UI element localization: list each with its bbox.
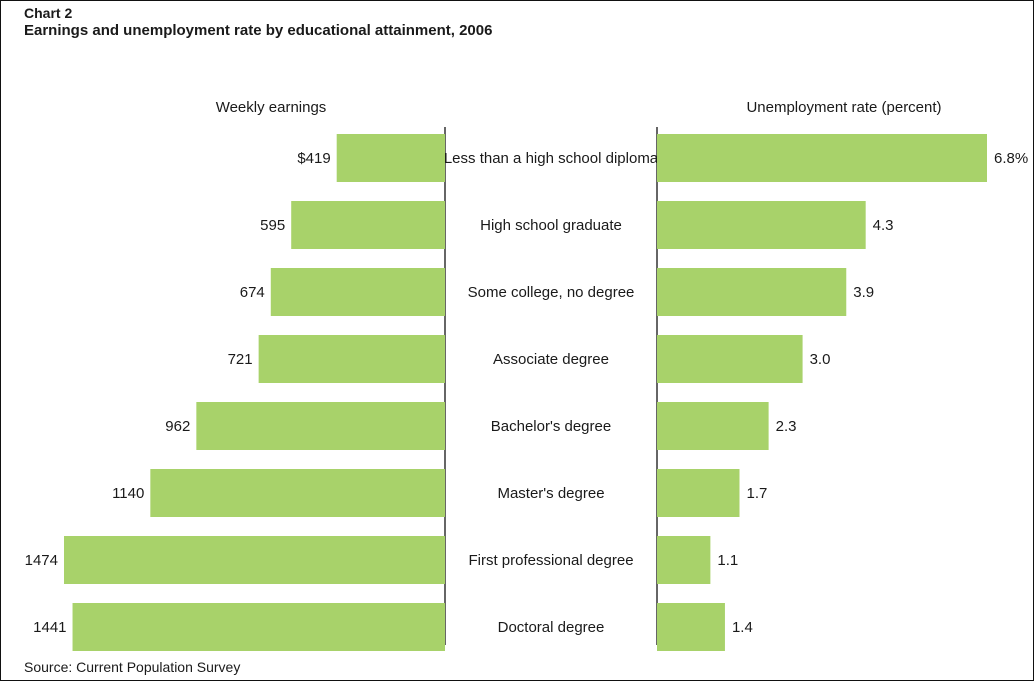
unemployment-value-label: 4.3	[873, 217, 894, 234]
category-label: First professional degree	[468, 552, 633, 569]
earnings-bar	[72, 603, 446, 651]
unemployment-bar	[657, 402, 769, 450]
category-label: Some college, no degree	[468, 284, 635, 301]
category-label: Bachelor's degree	[491, 418, 611, 435]
earnings-value-label: 721	[228, 351, 253, 368]
source-note: Source: Current Population Survey	[24, 659, 241, 675]
unemployment-bar	[657, 469, 740, 517]
earnings-bar	[336, 134, 445, 182]
earnings-bar	[270, 268, 445, 316]
earnings-value-label: 595	[260, 217, 285, 234]
unemployment-value-label: 3.9	[853, 284, 874, 301]
earnings-bar	[150, 469, 445, 517]
earnings-bar	[258, 335, 445, 383]
unemployment-value-label: 3.0	[810, 351, 831, 368]
earnings-value-label: 962	[165, 418, 190, 435]
earnings-value-label: 674	[240, 284, 265, 301]
earnings-bar	[64, 536, 445, 584]
unemployment-bar	[657, 536, 711, 584]
earnings-panel-title: Weekly earnings	[216, 99, 327, 116]
unemployment-bar	[657, 335, 803, 383]
earnings-value-label: 1140	[112, 485, 144, 502]
unemployment-value-label: 6.8%	[994, 150, 1028, 167]
category-label: High school graduate	[480, 217, 622, 234]
category-label: Associate degree	[493, 351, 609, 368]
unemployment-value-label: 2.3	[776, 418, 797, 435]
unemployment-bar	[657, 603, 725, 651]
category-label: Less than a high school diploma	[444, 150, 659, 167]
category-label: Master's degree	[497, 485, 604, 502]
unemployment-value-label: 1.1	[717, 552, 738, 569]
category-label: Doctoral degree	[498, 619, 605, 636]
earnings-value-label: $419	[297, 150, 330, 167]
earnings-bar	[291, 201, 445, 249]
chart-number-label: Chart 2	[24, 5, 73, 21]
unemployment-value-label: 1.4	[732, 619, 753, 636]
unemployment-panel-title: Unemployment rate (percent)	[746, 99, 941, 116]
unemployment-value-label: 1.7	[747, 485, 768, 502]
unemployment-bar	[657, 268, 847, 316]
unemployment-bar	[657, 201, 866, 249]
unemployment-bar	[657, 134, 987, 182]
chart-title: Earnings and unemployment rate by educat…	[24, 22, 493, 39]
earnings-value-label: 1474	[25, 552, 58, 569]
earnings-value-label: 1441	[33, 619, 66, 636]
earnings-bar	[196, 402, 445, 450]
